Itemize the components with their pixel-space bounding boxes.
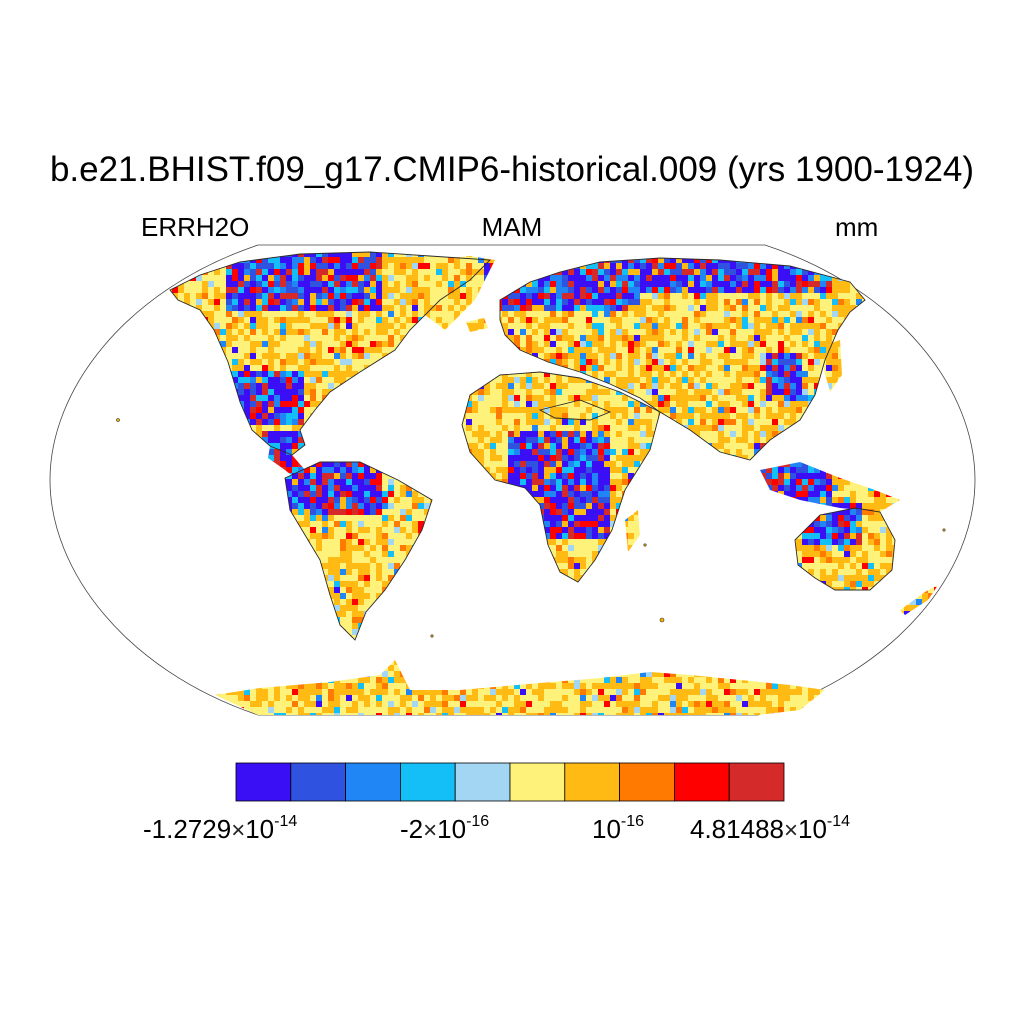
colorbar-box bbox=[399, 762, 456, 802]
colorbar-box bbox=[454, 762, 511, 802]
coastlines bbox=[169, 251, 896, 641]
colorbar-box bbox=[564, 762, 620, 802]
colorbar-box bbox=[619, 762, 675, 802]
colorbar-tick-4: 4.81488×10-14 bbox=[690, 813, 851, 844]
colorbar-box bbox=[290, 762, 346, 802]
colorbar-box bbox=[509, 762, 566, 802]
colorbar-box bbox=[674, 762, 730, 802]
units-label: mm bbox=[835, 212, 879, 242]
colorbar-tick-2: -2×10-16 bbox=[400, 813, 490, 844]
colorbar-box bbox=[345, 762, 401, 802]
season-label: MAM bbox=[481, 212, 543, 242]
colorbar-box bbox=[728, 762, 785, 802]
variable-label: ERRH2O bbox=[141, 212, 250, 242]
colorbar-tick-1: -1.2729×10-14 bbox=[143, 813, 298, 844]
small-islands bbox=[116, 418, 946, 638]
colorbar-tick-3: 10-16 bbox=[592, 813, 645, 844]
figure-title: b.e21.BHIST.f09_g17.CMIP6-historical.009… bbox=[49, 150, 975, 189]
colorbar-box bbox=[235, 762, 292, 802]
